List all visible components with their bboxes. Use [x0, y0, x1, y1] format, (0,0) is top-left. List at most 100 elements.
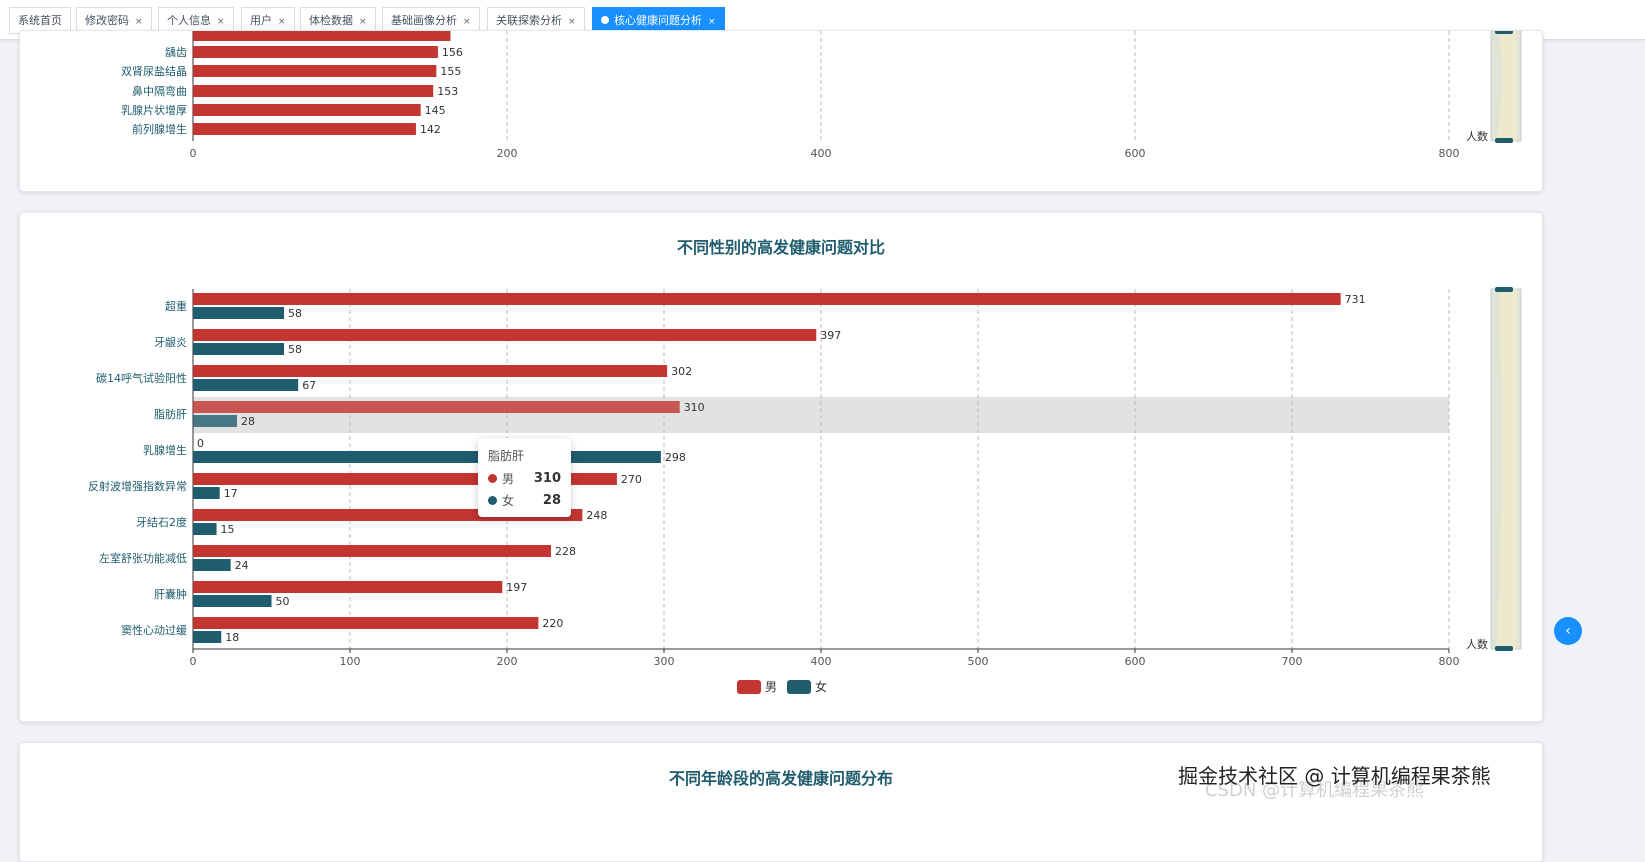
close-icon[interactable]: × [135, 17, 143, 27]
bar-value-label: 28 [241, 415, 255, 428]
bar-male [193, 329, 817, 341]
bar-value-label: 24 [235, 559, 249, 572]
bar-female [193, 307, 285, 319]
tab-label: 个人信息 [167, 14, 211, 27]
close-icon[interactable]: × [359, 17, 367, 27]
tab-exam-data[interactable]: 体检数据 × [300, 7, 376, 34]
close-icon[interactable]: × [463, 17, 471, 27]
x-tick-label: 400 [811, 147, 832, 160]
tab-label: 修改密码 [85, 14, 129, 27]
category-label: 左室舒张功能减低 [99, 551, 187, 565]
bar-male [193, 545, 551, 557]
watermark-faded: CSDN @计算机编程果茶熊 [1205, 780, 1425, 801]
tooltip-series-name: 女 [502, 494, 515, 508]
close-icon[interactable]: × [568, 17, 576, 27]
bar-value-label: 298 [665, 451, 686, 464]
close-icon[interactable]: × [708, 17, 716, 27]
bar-value-label: 0 [197, 437, 204, 450]
chart-tooltip: 脂肪肝 男 310 女 28 [478, 438, 571, 517]
tooltip-row-female: 女 28 [488, 492, 561, 509]
bar-value-label: 18 [225, 631, 239, 644]
tab-label: 基础画像分析 [391, 14, 457, 27]
category-label: 窦性心动过缓 [121, 623, 187, 637]
tooltip-row-male: 男 310 [488, 470, 561, 487]
category-label: 双肾尿盐结晶 [121, 65, 187, 78]
x-tick-label: 500 [968, 655, 989, 668]
bar-value-label: 248 [586, 509, 607, 522]
x-tick-label: 300 [654, 655, 675, 668]
legend-swatch-female [787, 680, 811, 694]
category-label: 龋齿 [165, 45, 187, 59]
tab-label: 系统首页 [18, 14, 62, 27]
bar-value-label: 310 [684, 401, 705, 414]
x-tick-label: 800 [1439, 147, 1460, 160]
bar-female [193, 487, 220, 499]
bar [193, 46, 438, 58]
category-label: 超重 [165, 299, 187, 313]
bar-value-label: 15 [221, 523, 235, 536]
x-tick-label: 100 [340, 655, 361, 668]
bar-value-label: 58 [288, 307, 302, 320]
top-bar-chart: 0 200 400 600 800 156 龋齿 155 双肾尿盐结晶 153 鼻中隔弯曲 145 乳腺… [121, 31, 1522, 160]
tab-basic-profile-analysis[interactable]: 基础画像分析 × [382, 7, 480, 34]
bar-value-label: 731 [1345, 293, 1366, 306]
gender-zoom-slider-handle-top [1495, 287, 1513, 292]
category-label: 肝囊肿 [154, 587, 187, 601]
x-tick-label: 600 [1125, 655, 1146, 668]
active-dot-icon [601, 16, 609, 24]
category-label: 反射波增强指数异常 [88, 479, 187, 493]
legend-label: 男 [765, 680, 777, 694]
gender-chart-card: 不同性别的高发健康问题对比 0 100 200 300 400 500 600 700 800 7… [19, 212, 1543, 722]
bar-value-label: 397 [820, 329, 841, 342]
tab-users[interactable]: 用户 × [241, 7, 295, 34]
bar-value-label: 155 [440, 65, 461, 78]
bar-female [193, 451, 661, 463]
x-tick-label: 200 [497, 147, 518, 160]
bar-female [193, 379, 299, 391]
gender-chart-title: 不同性别的高发健康问题对比 [676, 238, 885, 257]
tooltip-title: 脂肪肝 [488, 449, 525, 463]
close-icon[interactable]: × [278, 17, 286, 27]
watermark: 掘金技术社区 @ 计算机编程果茶熊 [1178, 764, 1491, 788]
top-zoom-slider-handle-bottom [1495, 138, 1513, 143]
bar-female [193, 631, 222, 643]
category-label: 前列腺增生 [132, 122, 187, 136]
category-label: 乳腺增生 [143, 443, 187, 457]
tab-label: 体检数据 [309, 14, 353, 27]
bar-male [193, 401, 680, 413]
x-tick-label: 400 [811, 655, 832, 668]
bar-female [193, 343, 285, 355]
x-tick-label: 0 [190, 655, 197, 668]
bar-value-label: 228 [555, 545, 576, 558]
age-chart-title: 不同年龄段的高发健康问题分布 [668, 769, 893, 788]
female-dot-icon [488, 496, 497, 505]
age-chart-card: 不同年龄段的高发健康问题分布 [19, 742, 1543, 862]
bar-partial [193, 31, 451, 41]
tab-home[interactable]: 系统首页 [9, 7, 71, 34]
category-label: 碳14呼气试验阳性 [96, 371, 187, 385]
male-dot-icon [488, 474, 497, 483]
tab-label: 核心健康问题分析 [614, 14, 702, 27]
category-label: 脂肪肝 [154, 407, 187, 421]
tab-label: 关联探索分析 [496, 14, 562, 27]
top-zoom-slider-label: 人数 [1466, 130, 1488, 143]
collapse-arrow-icon[interactable]: ‹ [1554, 617, 1582, 645]
tab-profile[interactable]: 个人信息 × [158, 7, 234, 34]
bar-value-label: 156 [442, 46, 463, 59]
x-tick-label: 700 [1282, 655, 1303, 668]
category-label: 鼻中隔弯曲 [132, 84, 187, 98]
top-zoom-slider-shape [1497, 31, 1517, 141]
bar-value-label: 302 [671, 365, 692, 378]
bar-value-label: 50 [276, 595, 290, 608]
bar-value-label: 58 [288, 343, 302, 356]
tab-label: 用户 [250, 14, 272, 27]
bar [193, 104, 421, 116]
gender-zoom-slider-shape [1497, 289, 1517, 649]
x-tick-label: 200 [497, 655, 518, 668]
bar [193, 65, 437, 77]
close-icon[interactable]: × [217, 17, 225, 27]
tooltip-value: 310 [533, 471, 561, 486]
tab-change-password[interactable]: 修改密码 × [76, 7, 152, 34]
bar-male [193, 293, 1341, 305]
tab-core-health-analysis[interactable]: 核心健康问题分析 × [592, 7, 725, 34]
